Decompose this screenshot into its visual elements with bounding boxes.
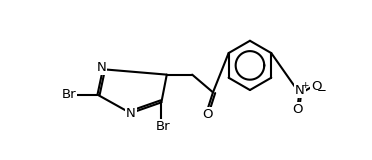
Text: N: N [295, 84, 305, 96]
Text: N: N [126, 107, 135, 120]
Text: O: O [311, 80, 321, 93]
Text: O: O [292, 103, 303, 116]
Text: N: N [96, 61, 106, 74]
Text: Br: Br [155, 120, 170, 133]
Text: Br: Br [62, 88, 76, 101]
Text: O: O [202, 108, 213, 121]
Text: −: − [317, 84, 327, 97]
Text: +: + [301, 81, 308, 90]
